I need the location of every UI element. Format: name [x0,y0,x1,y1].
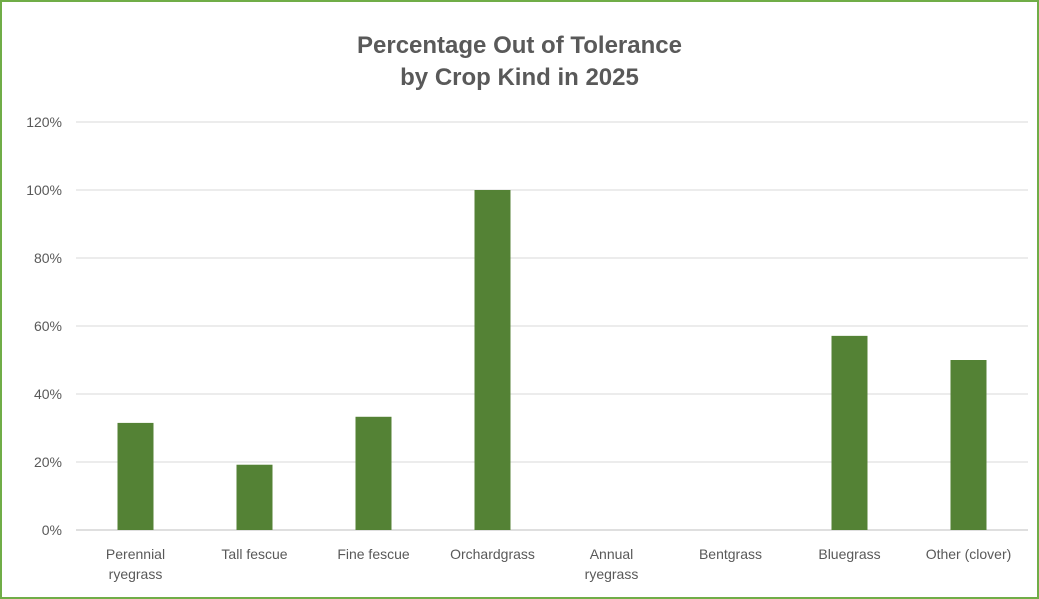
y-tick-label: 60% [34,318,62,334]
x-axis-labels: Perennial ryegrass Tall fescue Fine fescue O… [106,546,1011,582]
x-tick-label: Other (clover) [926,546,1012,562]
gridlines [76,121,1028,531]
chart-title-line-2: by Crop Kind in 2025 [400,64,639,91]
bars [117,190,987,530]
y-tick-label: 0% [42,522,62,538]
x-tick-label: Perennial ryegrass [106,546,165,582]
chart-title-line-1: Percentage Out of Tolerance [357,32,682,59]
bar-bluegrass [831,335,868,530]
y-axis-ticks: 0% 20% 40% 60% 80% 100% 120% [26,114,62,538]
bar-perennial-ryegrass [117,422,154,530]
bar-tall-fescue [236,464,273,530]
y-tick-label: 40% [34,386,62,402]
x-tick-label: Annual ryegrass [585,546,639,582]
bar-orchardgrass [474,190,511,530]
x-tick-label: Bentgrass [699,546,762,562]
y-tick-label: 100% [26,182,62,198]
bar-fine-fescue [355,416,392,530]
y-tick-label: 20% [34,454,62,470]
x-tick-label: Bluegrass [818,546,880,562]
chart-title: Percentage Out of Tolerance by Crop Kind… [0,30,1039,94]
x-tick-label: Orchardgrass [450,546,535,562]
x-tick-label: Tall fescue [221,546,287,562]
x-tick-label: Fine fescue [337,546,410,562]
bar-other-clover [950,360,987,530]
y-tick-label: 80% [34,250,62,266]
y-tick-label: 120% [26,114,62,130]
